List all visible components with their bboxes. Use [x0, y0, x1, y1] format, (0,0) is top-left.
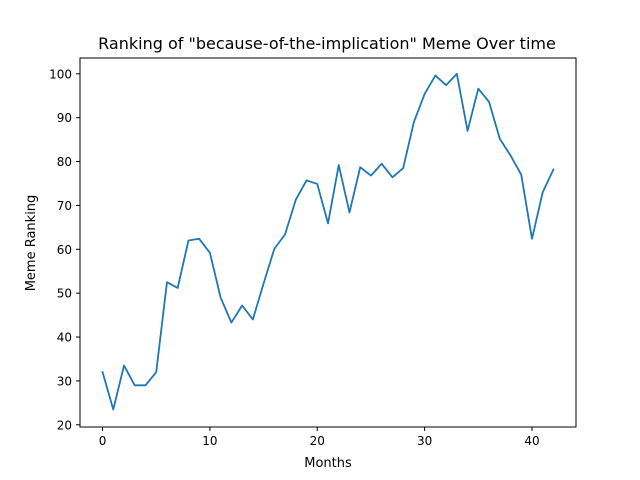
x-tick-label: 40: [524, 434, 539, 448]
chart-title: Ranking of "because-of-the-implication" …: [98, 34, 556, 53]
y-tick-label: 80: [57, 155, 72, 169]
x-tick-label: 30: [417, 434, 432, 448]
x-axis-label: Months: [304, 456, 352, 471]
x-tick-label: 0: [99, 434, 107, 448]
y-axis-label: Meme Ranking: [24, 195, 39, 292]
x-tick-label: 10: [202, 434, 217, 448]
y-tick-label: 20: [57, 418, 72, 432]
y-tick-label: 50: [57, 287, 72, 301]
axis-ticks: 0 10 20 30 40 20 30 40 50 60 70 80 90 100: [49, 67, 540, 448]
series-line: [101, 72, 555, 411]
y-tick-label: 90: [57, 111, 72, 125]
y-tick-label: 100: [49, 67, 72, 81]
y-tick-label: 60: [57, 243, 72, 257]
y-tick-label: 30: [57, 374, 72, 388]
plot-frame: [79, 57, 577, 428]
x-tick-label: 20: [310, 434, 325, 448]
y-tick-label: 40: [57, 331, 72, 345]
series-group: [101, 72, 555, 411]
y-tick-label: 70: [57, 199, 72, 213]
